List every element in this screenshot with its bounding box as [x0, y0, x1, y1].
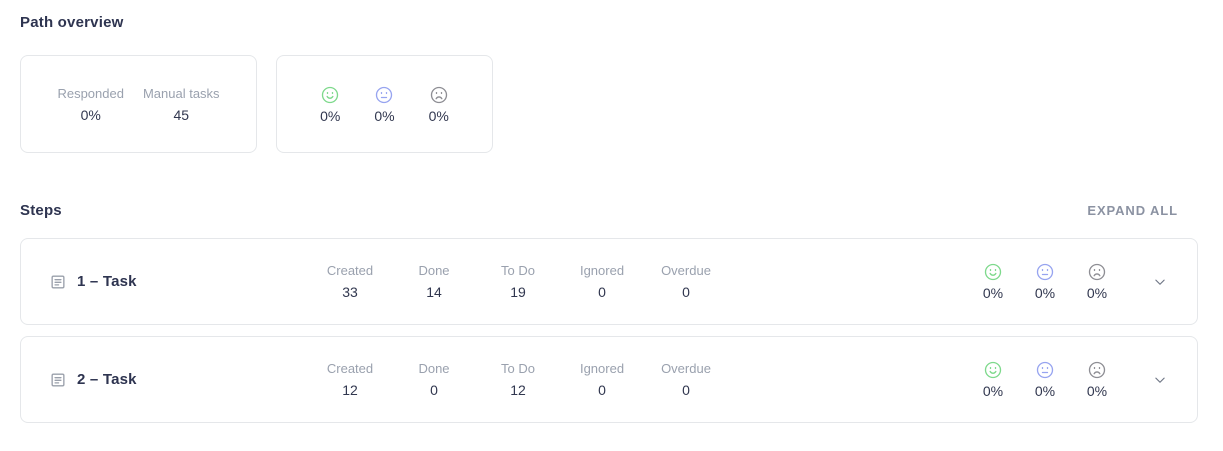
neutral-sentiment-value: 0%: [1034, 285, 1056, 301]
overdue-label: Overdue: [661, 263, 711, 278]
neutral-face-icon: [1035, 262, 1055, 282]
ignored-label: Ignored: [579, 361, 625, 376]
negative-sentiment-stat: 0%: [1071, 262, 1123, 301]
task-document-icon: [49, 273, 67, 291]
responded-label: Responded: [57, 85, 124, 101]
negative-sentiment-value: 0%: [428, 107, 449, 124]
positive-sentiment-value: 0%: [982, 285, 1004, 301]
overview-cards-row: Responded 0% Manual tasks 45 0%: [20, 55, 1198, 153]
todo-stat: To Do 12: [476, 361, 560, 398]
path-overview-page: Path overview Responded 0% Manual tasks …: [0, 14, 1223, 423]
happy-face-icon: [320, 85, 340, 105]
responded-value: 0%: [80, 106, 101, 123]
manual-tasks-value: 45: [173, 106, 190, 123]
created-value: 33: [342, 284, 358, 300]
happy-face-icon: [983, 360, 1003, 380]
step-row-2-sentiments: 0% 0%: [967, 360, 1123, 399]
todo-value: 19: [510, 284, 526, 300]
todo-label: To Do: [501, 263, 535, 278]
step-row-1-sentiments: 0% 0%: [967, 262, 1123, 301]
sentiment-card: 0% 0%: [276, 55, 493, 153]
neutral-sentiment-stat: 0%: [1019, 360, 1071, 399]
ignored-value: 0: [598, 382, 606, 398]
step-row-title: 2 – Task: [77, 371, 137, 388]
done-value: 14: [426, 284, 442, 300]
done-label: Done: [418, 263, 450, 278]
todo-label: To Do: [501, 361, 535, 376]
step-row-title: 1 – Task: [77, 273, 137, 290]
summary-card: Responded 0% Manual tasks 45: [20, 55, 257, 153]
positive-sentiment-stat: 0%: [967, 360, 1019, 399]
created-label: Created: [326, 361, 374, 376]
manual-tasks-stat: Manual tasks 45: [143, 86, 220, 123]
done-value: 0: [430, 382, 438, 398]
created-label: Created: [326, 263, 374, 278]
sad-face-icon: [429, 85, 449, 105]
steps-header: Steps EXPAND ALL: [20, 202, 1198, 219]
ignored-label: Ignored: [579, 263, 625, 278]
neutral-sentiment-value: 0%: [374, 107, 395, 124]
overdue-stat: Overdue 0: [644, 263, 728, 300]
ignored-stat: Ignored 0: [560, 361, 644, 398]
happy-face-icon: [983, 262, 1003, 282]
neutral-sentiment-stat: 0%: [374, 85, 395, 124]
step-row-1-stats: Created 33 Done 14 To Do 19 Ignored 0 Ov…: [308, 263, 728, 300]
overdue-label: Overdue: [661, 361, 711, 376]
chevron-down-icon[interactable]: [1151, 273, 1169, 291]
positive-sentiment-stat: 0%: [967, 262, 1019, 301]
step-row-2-title-group: 2 – Task: [21, 371, 308, 389]
created-value: 12: [342, 382, 358, 398]
chevron-down-icon[interactable]: [1151, 371, 1169, 389]
overdue-value: 0: [682, 382, 690, 398]
neutral-sentiment-value: 0%: [1034, 383, 1056, 399]
neutral-face-icon: [1035, 360, 1055, 380]
overdue-stat: Overdue 0: [644, 361, 728, 398]
todo-stat: To Do 19: [476, 263, 560, 300]
positive-sentiment-value: 0%: [320, 107, 341, 124]
done-label: Done: [418, 361, 450, 376]
manual-tasks-label: Manual tasks: [142, 85, 220, 101]
done-stat: Done 0: [392, 361, 476, 398]
positive-sentiment-stat: 0%: [320, 85, 340, 124]
todo-value: 12: [510, 382, 526, 398]
page-title: Path overview: [20, 14, 124, 31]
neutral-sentiment-stat: 0%: [1019, 262, 1071, 301]
created-stat: Created 12: [308, 361, 392, 398]
ignored-stat: Ignored 0: [560, 263, 644, 300]
overdue-value: 0: [682, 284, 690, 300]
negative-sentiment-value: 0%: [1086, 383, 1108, 399]
step-row-2[interactable]: 2 – Task Created 12 Done 0 To Do 12 Igno…: [20, 336, 1198, 423]
done-stat: Done 14: [392, 263, 476, 300]
task-document-icon: [49, 371, 67, 389]
steps-title: Steps: [20, 202, 62, 219]
ignored-value: 0: [598, 284, 606, 300]
step-row-1-title-group: 1 – Task: [21, 273, 308, 291]
step-row-1[interactable]: 1 – Task Created 33 Done 14 To Do 19 Ign…: [20, 238, 1198, 325]
neutral-face-icon: [374, 85, 394, 105]
step-row-2-stats: Created 12 Done 0 To Do 12 Ignored 0 Ove…: [308, 361, 728, 398]
sad-face-icon: [1087, 360, 1107, 380]
responded-stat: Responded 0%: [57, 86, 124, 123]
negative-sentiment-stat: 0%: [1071, 360, 1123, 399]
created-stat: Created 33: [308, 263, 392, 300]
expand-all-button[interactable]: EXPAND ALL: [1087, 203, 1178, 218]
positive-sentiment-value: 0%: [982, 383, 1004, 399]
sad-face-icon: [1087, 262, 1107, 282]
negative-sentiment-value: 0%: [1086, 285, 1108, 301]
negative-sentiment-stat: 0%: [429, 85, 449, 124]
